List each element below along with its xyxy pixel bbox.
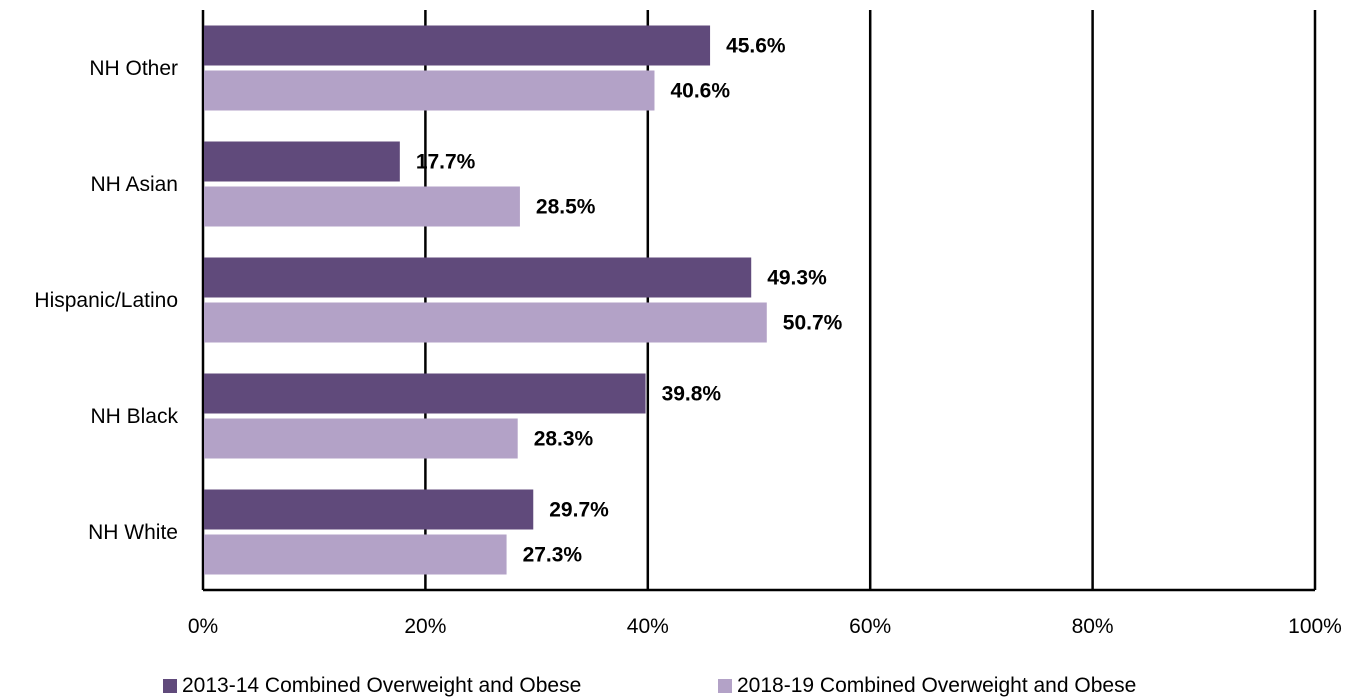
category-label-1: NH Asian <box>90 173 178 196</box>
legend-swatch-series-1 <box>163 679 177 693</box>
bar-series-2-1 <box>204 186 520 227</box>
data-labels: 45.6% 40.6% 17.7% 28.5% 49.3% 50.7% 39.8% 28.3%… <box>416 35 843 567</box>
x-axis-tick-labels: 0% 20% 40% 60% 80% 100% <box>188 615 1342 638</box>
data-label-series-2-2: 50.7% <box>783 312 843 335</box>
data-label-series-1-0: 45.6% <box>726 35 786 58</box>
x-tick-label-0: 0% <box>188 615 218 638</box>
category-labels: NH Other NH Asian Hispanic/Latino NH Black N… <box>34 57 178 544</box>
bar-series-2-3 <box>204 418 518 459</box>
data-label-series-2-1: 28.5% <box>536 196 596 219</box>
category-label-2: Hispanic/Latino <box>34 289 178 312</box>
category-label-3: NH Black <box>90 405 178 428</box>
data-label-series-1-2: 49.3% <box>767 267 827 290</box>
data-label-series-1-1: 17.7% <box>416 151 476 174</box>
data-label-series-2-0: 40.6% <box>670 80 730 103</box>
x-tick-label-4: 80% <box>1072 615 1114 638</box>
x-tick-label-3: 60% <box>849 615 891 638</box>
legend-item-series-2: 2018-19 Combined Overweight and Obese <box>718 674 1136 698</box>
bar-series-2-4 <box>204 534 507 575</box>
bar-series-1-1 <box>204 141 400 182</box>
category-label-4: NH White <box>88 521 178 544</box>
legend-label-series-1: 2013-14 Combined Overweight and Obese <box>182 674 582 697</box>
legend-swatch-series-2 <box>718 679 732 693</box>
bar-series-1-0 <box>204 25 711 66</box>
x-tick-label-2: 40% <box>627 615 669 638</box>
x-tick-label-5: 100% <box>1288 615 1342 638</box>
bar-series-2-0 <box>204 70 655 111</box>
x-tick-label-1: 20% <box>404 615 446 638</box>
legend-item-series-1: 2013-14 Combined Overweight and Obese <box>163 674 581 698</box>
bar-series-1-3 <box>204 373 646 414</box>
legend-label-series-2: 2018-19 Combined Overweight and Obese <box>737 674 1137 697</box>
bar-series-1-4 <box>204 489 534 530</box>
data-label-series-2-3: 28.3% <box>534 428 594 451</box>
bar-chart: 45.6% 40.6% 17.7% 28.5% 49.3% 50.7% 39.8% 28.3%… <box>34 10 1342 638</box>
data-label-series-2-4: 27.3% <box>523 544 583 567</box>
data-label-series-1-4: 29.7% <box>549 499 609 522</box>
bar-series-1-2 <box>204 257 752 298</box>
category-label-0: NH Other <box>89 57 178 80</box>
bar-series-2-2 <box>204 302 767 343</box>
legend: 2013-14 Combined Overweight and Obese 20… <box>0 670 1362 700</box>
bars <box>204 25 767 575</box>
data-label-series-1-3: 39.8% <box>662 383 722 406</box>
